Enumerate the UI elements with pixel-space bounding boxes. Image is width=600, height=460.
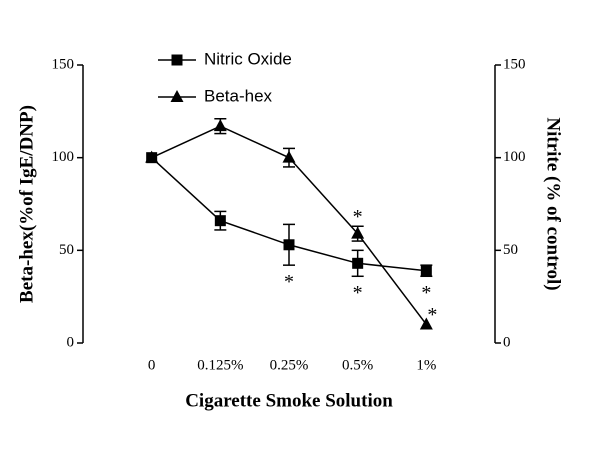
legend-marker: [170, 90, 184, 102]
point: [214, 215, 226, 227]
point: [213, 119, 227, 132]
y2-tick-label: 150: [503, 56, 526, 72]
y2-tick-label: 50: [503, 242, 518, 258]
significance-mark: *: [421, 282, 431, 304]
point: [352, 257, 364, 269]
significance-mark: *: [353, 206, 363, 228]
x-axis-label: Cigarette Smoke Solution: [185, 390, 393, 411]
point: [351, 226, 365, 239]
x-tick-label: 0.5%: [342, 357, 373, 373]
significance-mark: *: [353, 282, 363, 304]
point: [145, 150, 159, 163]
x-tick-label: 1%: [416, 357, 436, 373]
y2-tick-label: 0: [503, 334, 511, 350]
y2-axis-label: Nitrite (% of control): [543, 117, 564, 290]
point: [420, 265, 432, 277]
x-tick-label: 0: [148, 357, 156, 373]
significance-mark: *: [427, 304, 437, 326]
legend-label: Nitric Oxide: [204, 49, 292, 68]
legend-label: Beta-hex: [204, 86, 273, 105]
y-tick-label: 50: [59, 242, 74, 258]
y-tick-label: 0: [67, 334, 75, 350]
point: [283, 239, 295, 251]
y-axis-label: Beta-hex(%of IgE/DNP): [16, 105, 37, 303]
legend-marker: [171, 54, 183, 66]
point: [282, 150, 296, 163]
y2-tick-label: 100: [503, 149, 526, 165]
y-tick-label: 150: [52, 56, 75, 72]
point: [419, 317, 433, 330]
x-tick-label: 0.125%: [197, 357, 243, 373]
x-tick-label: 0.25%: [270, 357, 309, 373]
significance-mark: *: [284, 271, 294, 293]
y-tick-label: 100: [52, 149, 75, 165]
